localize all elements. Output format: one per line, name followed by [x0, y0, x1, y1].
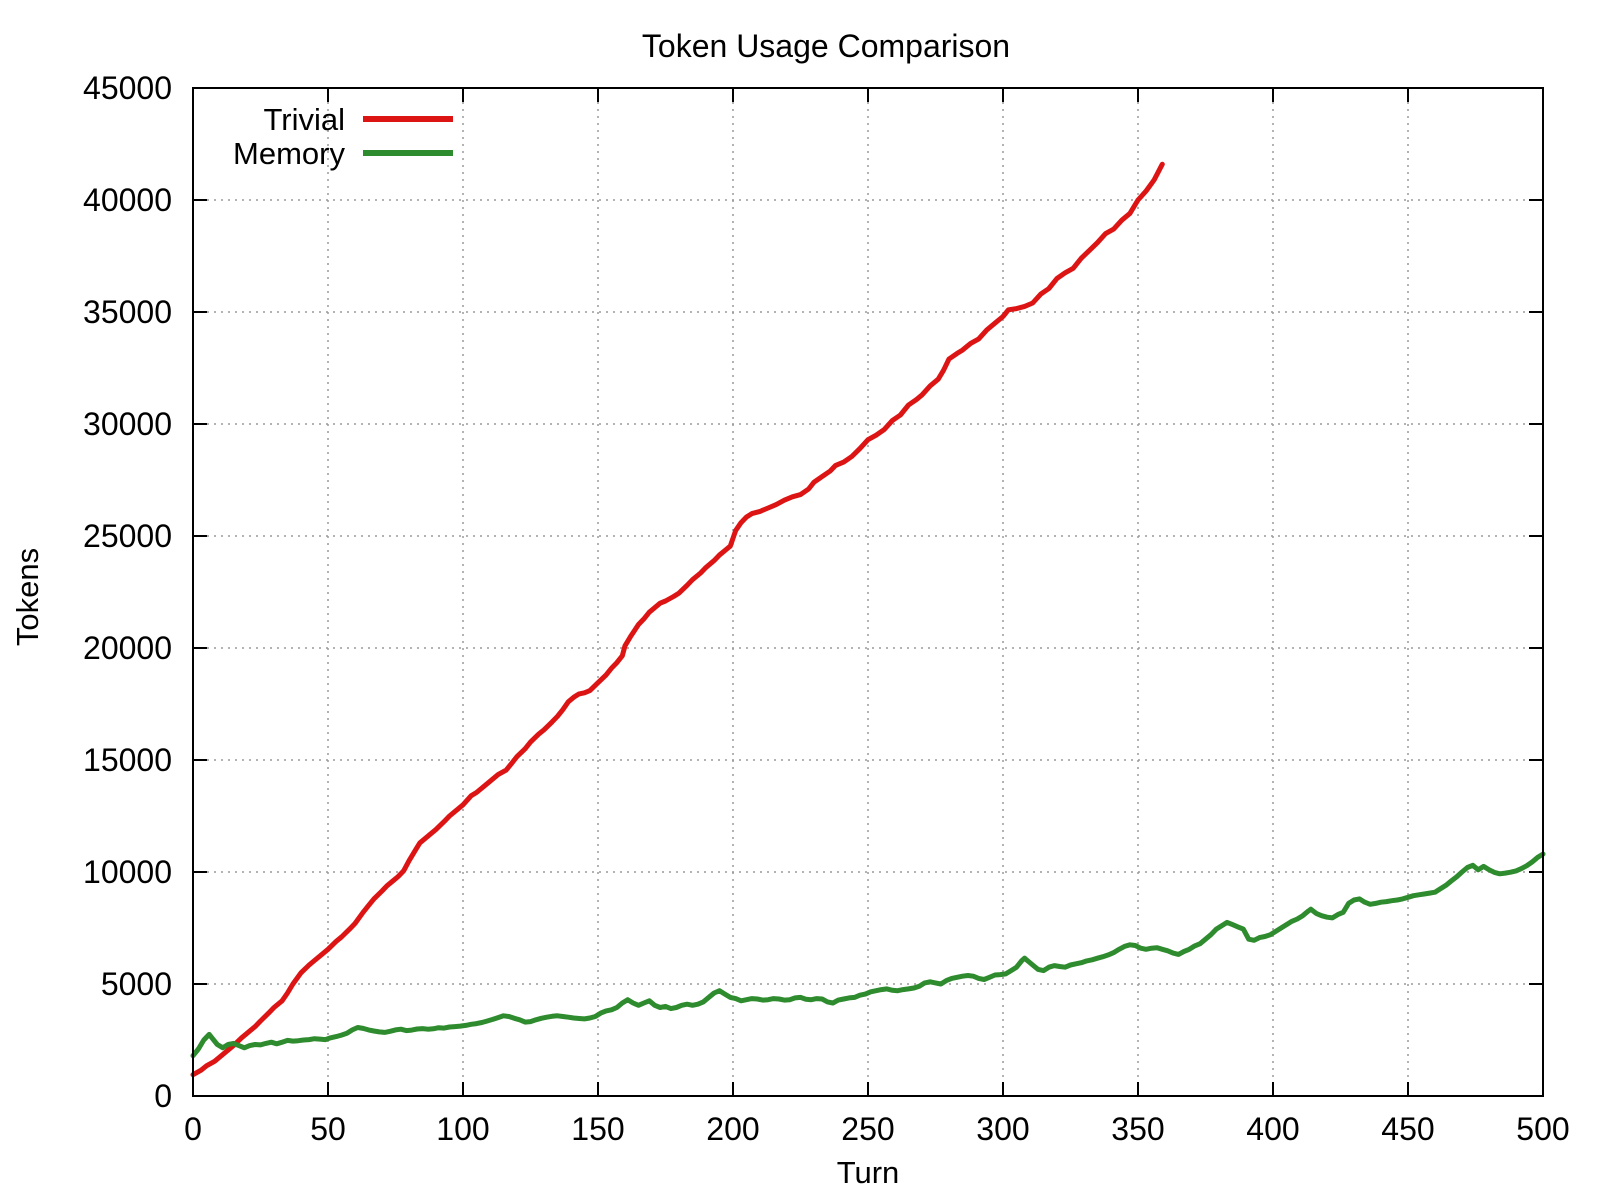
legend-label-memory: Memory — [233, 136, 345, 171]
y-tick-label: 45000 — [83, 70, 172, 106]
x-tick-label: 450 — [1381, 1111, 1434, 1147]
chart-title: Token Usage Comparison — [642, 28, 1010, 64]
y-tick-label: 15000 — [83, 742, 172, 778]
y-tick-label: 25000 — [83, 518, 172, 554]
x-axis-label: Turn — [837, 1155, 900, 1190]
x-tick-label: 50 — [310, 1111, 346, 1147]
x-tick-label: 250 — [841, 1111, 894, 1147]
x-tick-label: 350 — [1111, 1111, 1164, 1147]
y-tick-label: 10000 — [83, 854, 172, 890]
y-tick-label: 5000 — [101, 966, 172, 1002]
legend-label-trivial: Trivial — [263, 102, 345, 137]
y-tick-label: 35000 — [83, 294, 172, 330]
y-tick-label: 0 — [154, 1078, 172, 1114]
y-axis-label: Tokens — [10, 548, 45, 646]
data-series — [190, 161, 1546, 1078]
x-tick-label: 300 — [976, 1111, 1029, 1147]
plot-frame — [192, 87, 1544, 1097]
series-line-memory — [190, 851, 1546, 1059]
x-tick-label: 0 — [184, 1111, 202, 1147]
x-tick-label: 100 — [436, 1111, 489, 1147]
y-tick-label: 40000 — [83, 182, 172, 218]
grid-lines — [193, 88, 1543, 1096]
x-tick-label: 400 — [1246, 1111, 1299, 1147]
x-tick-label: 200 — [706, 1111, 759, 1147]
tick-labels: 0 50 100 150 200 250 300 350 400 450 5000500010000… — [83, 70, 1570, 1147]
y-tick-label: 20000 — [83, 630, 172, 666]
x-tick-label: 150 — [571, 1111, 624, 1147]
x-tick-label: 500 — [1516, 1111, 1569, 1147]
series-line-trivial — [190, 161, 1165, 1078]
y-tick-label: 30000 — [83, 406, 172, 442]
